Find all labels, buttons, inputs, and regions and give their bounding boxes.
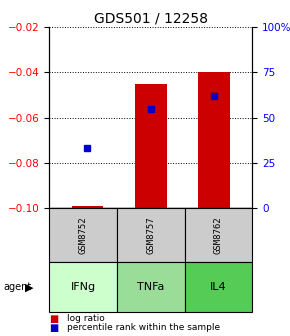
Text: ▶: ▶ [25, 282, 33, 292]
Text: ■: ■ [49, 313, 59, 324]
Bar [135, 84, 167, 208]
Bar [49, 208, 117, 262]
Bar [72, 206, 103, 208]
Text: GSM8757: GSM8757 [146, 216, 155, 254]
Bar [117, 208, 185, 262]
Text: IL4: IL4 [210, 282, 227, 292]
Text: percentile rank within the sample: percentile rank within the sample [67, 323, 220, 332]
Text: TNFa: TNFa [137, 282, 164, 292]
Bar [117, 262, 185, 312]
Bar [185, 208, 252, 262]
Bar [49, 262, 117, 312]
Text: GSM8762: GSM8762 [214, 216, 223, 254]
Text: log ratio: log ratio [67, 314, 104, 323]
Text: IFNg: IFNg [70, 282, 96, 292]
Title: GDS501 / 12258: GDS501 / 12258 [94, 12, 208, 26]
Bar [198, 72, 230, 208]
Text: GSM8752: GSM8752 [79, 216, 88, 254]
Bar [185, 262, 252, 312]
Text: ■: ■ [49, 323, 59, 333]
Text: agent: agent [3, 282, 31, 292]
